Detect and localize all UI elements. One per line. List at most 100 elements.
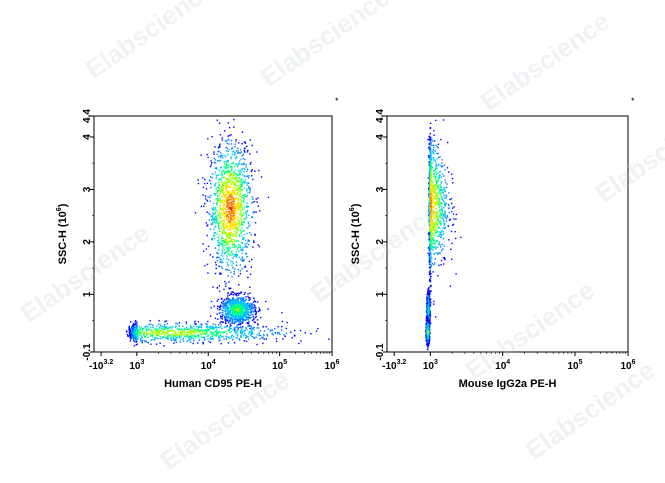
data-point <box>428 146 430 148</box>
data-point <box>215 221 217 223</box>
data-point <box>242 197 245 199</box>
data-point <box>226 206 228 208</box>
data-point <box>247 192 249 194</box>
data-point <box>236 176 238 178</box>
data-point <box>227 150 229 153</box>
data-point <box>434 159 436 161</box>
data-point <box>430 170 432 172</box>
data-point <box>244 147 246 149</box>
data-point <box>150 331 153 333</box>
data-point <box>237 150 239 152</box>
data-point <box>219 322 221 324</box>
data-point <box>239 209 242 211</box>
data-point <box>228 233 230 236</box>
data-point <box>235 307 237 309</box>
data-point <box>431 232 434 234</box>
data-point <box>218 187 220 189</box>
data-point <box>439 171 441 173</box>
data-point <box>230 208 232 210</box>
data-point <box>206 234 208 237</box>
data-point <box>277 331 279 333</box>
data-point <box>210 331 212 333</box>
data-point <box>444 205 446 207</box>
data-point <box>132 335 134 337</box>
data-point <box>235 197 238 199</box>
data-point <box>228 281 230 283</box>
data-point <box>428 256 431 258</box>
data-point <box>174 331 176 333</box>
data-point <box>291 337 293 339</box>
data-point <box>218 312 221 314</box>
data-point <box>136 343 138 345</box>
data-point <box>428 136 431 138</box>
data-point <box>428 164 431 166</box>
data-point <box>134 337 136 339</box>
data-point <box>220 177 223 179</box>
data-point <box>428 261 431 263</box>
data-point <box>233 203 235 206</box>
data-point <box>227 161 229 163</box>
data-point <box>223 288 225 291</box>
data-point <box>219 174 221 176</box>
data-point <box>429 133 431 135</box>
data-point <box>259 334 262 337</box>
data-point <box>439 216 441 218</box>
data-point <box>254 313 257 316</box>
data-point <box>222 213 224 216</box>
data-point <box>170 336 173 339</box>
data-point <box>144 335 146 338</box>
data-point <box>241 322 244 324</box>
data-point <box>166 323 169 325</box>
data-point <box>241 328 243 331</box>
data-point <box>436 217 438 219</box>
data-point <box>259 309 261 312</box>
data-point <box>243 194 245 196</box>
data-point <box>237 310 240 312</box>
data-point <box>220 242 222 245</box>
data-point <box>250 334 252 336</box>
data-point <box>206 328 208 330</box>
data-point <box>220 208 223 211</box>
data-point <box>151 334 153 336</box>
data-point <box>230 328 232 330</box>
data-point <box>250 331 252 333</box>
data-point <box>225 225 227 227</box>
data-point <box>173 342 175 344</box>
data-point <box>438 243 440 245</box>
data-point <box>441 162 443 164</box>
data-point <box>193 338 195 340</box>
data-point <box>229 325 232 327</box>
data-point <box>216 153 218 155</box>
data-point <box>238 199 240 201</box>
data-point <box>136 338 138 340</box>
data-point <box>238 326 240 329</box>
data-point <box>246 232 248 235</box>
data-point <box>229 310 231 313</box>
data-point <box>232 210 234 213</box>
data-point <box>218 169 220 171</box>
data-point <box>225 326 227 328</box>
data-point <box>239 152 241 154</box>
data-point <box>177 334 179 336</box>
data-point <box>439 210 441 212</box>
data-point <box>245 312 247 314</box>
data-point <box>437 156 440 158</box>
data-point <box>226 226 228 228</box>
data-point <box>438 199 441 201</box>
data-point <box>135 341 137 343</box>
data-point <box>221 298 223 300</box>
data-point <box>272 334 274 336</box>
data-point <box>447 141 449 144</box>
y-tick-label: 4.4 <box>82 109 93 123</box>
data-point <box>214 212 216 215</box>
data-point <box>235 235 237 237</box>
data-point <box>451 177 454 180</box>
data-point <box>254 305 256 307</box>
data-point <box>222 302 225 305</box>
data-point <box>225 307 227 309</box>
data-point <box>220 190 223 192</box>
data-point <box>241 258 244 260</box>
data-point <box>225 222 227 224</box>
data-point <box>137 338 139 340</box>
data-point <box>428 203 431 205</box>
